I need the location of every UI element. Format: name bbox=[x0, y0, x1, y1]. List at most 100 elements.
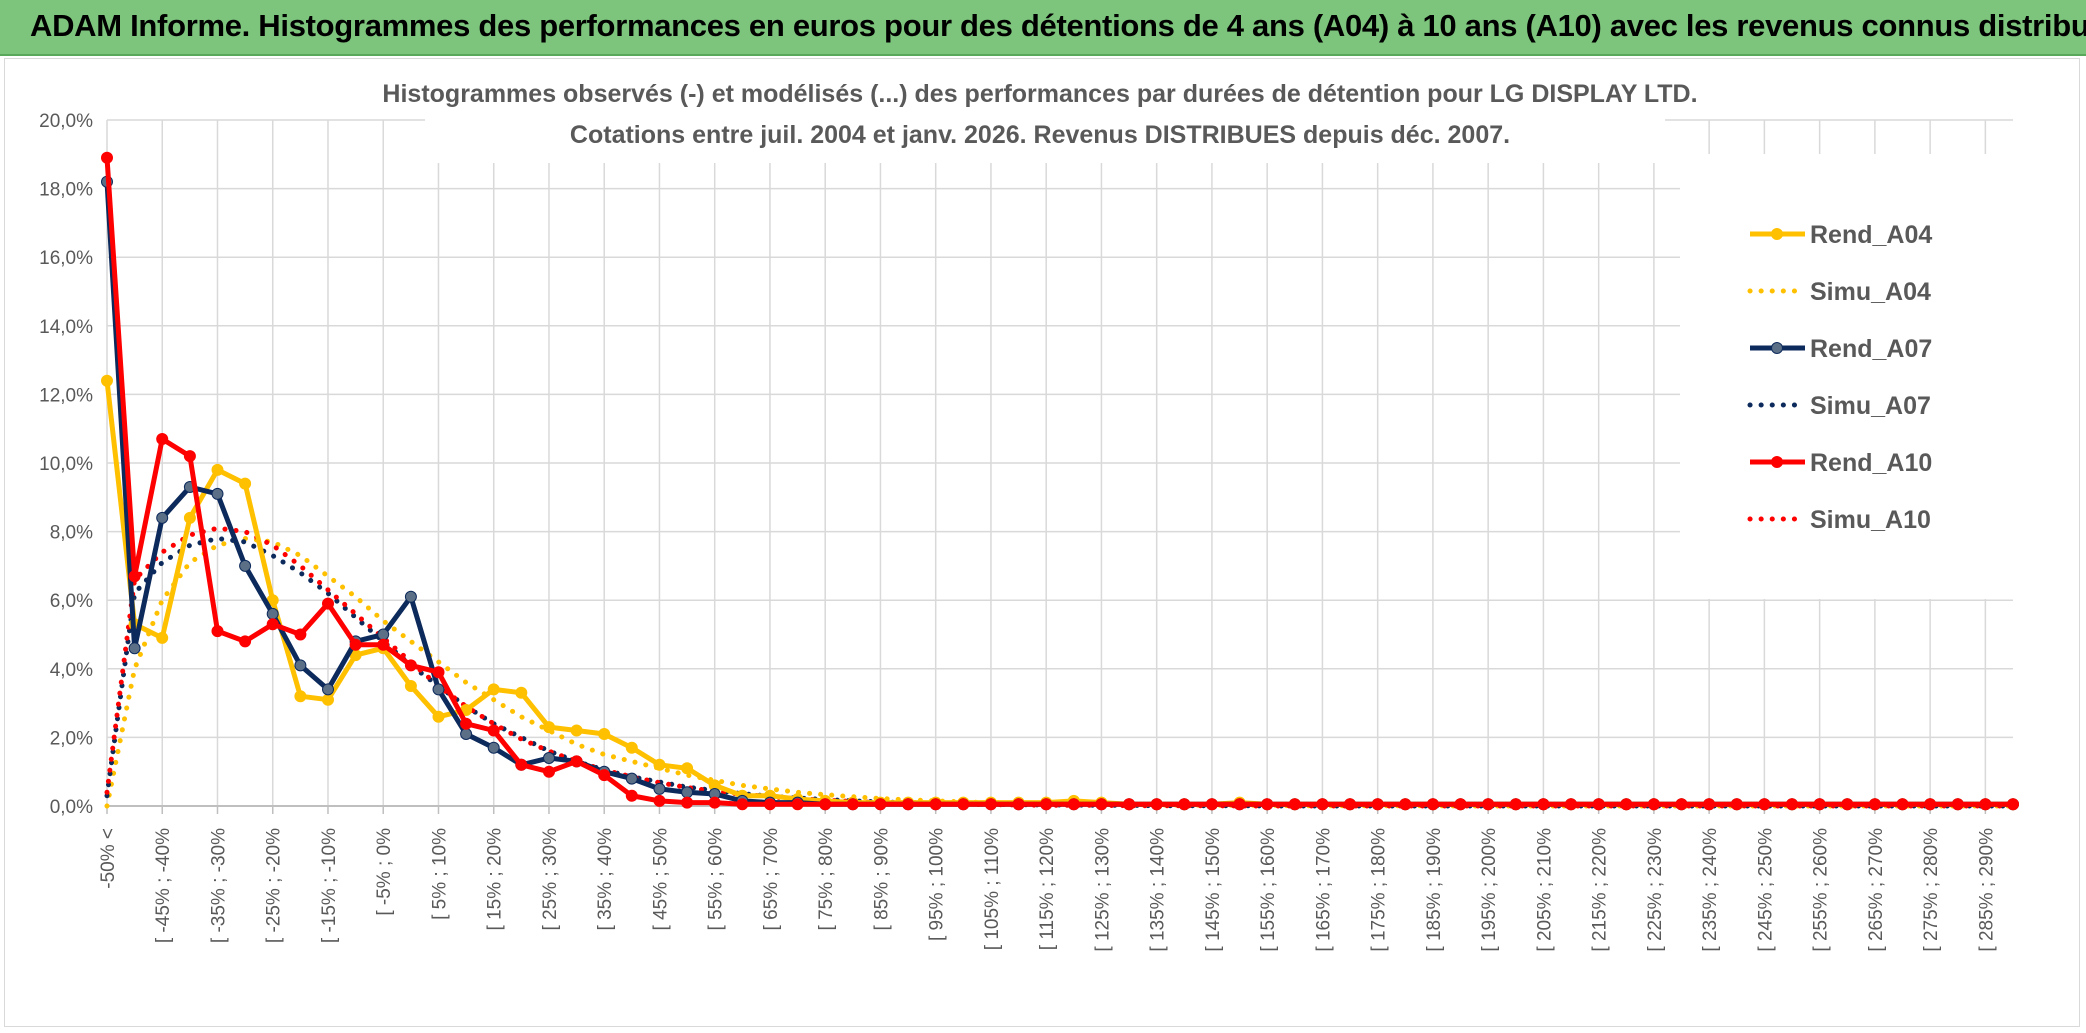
gridlines bbox=[106, 119, 2013, 807]
x-tick-label: [ -45% ; -40% bbox=[153, 828, 174, 943]
data-point bbox=[1592, 798, 1605, 811]
legend-label: Simu_A10 bbox=[1810, 506, 1931, 534]
data-point bbox=[570, 724, 583, 737]
x-tick-label: [ 225% ; 230% bbox=[1645, 828, 1666, 952]
data-point bbox=[1868, 798, 1881, 811]
data-point bbox=[183, 450, 196, 463]
x-tick-label: [ 55% ; 60% bbox=[706, 828, 727, 931]
chart-area: 0,0% 2,0% 4,0% 6,0% 8,0% 10,0% 12,0% 14,0% 16,0%… bbox=[4, 58, 2080, 1027]
legend-marker bbox=[1771, 456, 1783, 468]
y-tick-label: 18,0% bbox=[39, 180, 93, 201]
x-tick-label: [ 175% ; 180% bbox=[1369, 828, 1390, 952]
data-point bbox=[1786, 798, 1798, 811]
data-point bbox=[1454, 798, 1467, 811]
x-tick-label: [ 165% ; 170% bbox=[1313, 828, 1334, 952]
data-point bbox=[874, 798, 887, 811]
data-point bbox=[543, 721, 555, 734]
report-title: ADAM Informe. Histogrammes des performan… bbox=[30, 8, 2086, 43]
data-point bbox=[322, 693, 334, 706]
x-tick-label: [ 235% ; 240% bbox=[1700, 828, 1721, 952]
data-point bbox=[1233, 798, 1246, 811]
data-point bbox=[736, 798, 749, 811]
data-point bbox=[625, 772, 638, 785]
y-tick-label: 16,0% bbox=[39, 248, 93, 269]
y-tick-label: 4,0% bbox=[50, 660, 93, 681]
x-tick-label: [ 255% ; 260% bbox=[1811, 828, 1832, 952]
x-tick-label: [ 45% ; 50% bbox=[650, 828, 671, 931]
data-point bbox=[266, 618, 279, 631]
data-point bbox=[846, 798, 859, 811]
data-point bbox=[156, 433, 169, 445]
data-point bbox=[929, 798, 942, 811]
x-tick-label: [ 115% ; 120% bbox=[1037, 828, 1058, 950]
data-point bbox=[764, 798, 776, 811]
series-line-rend-a10 bbox=[104, 157, 2013, 807]
data-point bbox=[460, 728, 473, 740]
x-tick-label: [ 65% ; 70% bbox=[761, 828, 782, 931]
data-point bbox=[1371, 798, 1384, 811]
x-tick-label: [ 285% ; 290% bbox=[1976, 828, 1997, 952]
series-rend-a10 bbox=[101, 151, 2019, 811]
data-point bbox=[1675, 798, 1688, 811]
data-point bbox=[432, 710, 445, 723]
data-point bbox=[598, 728, 611, 740]
data-point bbox=[1896, 798, 1909, 811]
data-point bbox=[183, 511, 196, 524]
data-point bbox=[653, 782, 666, 795]
data-point bbox=[2007, 798, 2019, 811]
data-point bbox=[681, 762, 694, 775]
legend-label: Rend_A07 bbox=[1810, 335, 1932, 363]
data-point bbox=[1924, 798, 1937, 811]
x-tick-label: [ 85% ; 90% bbox=[871, 828, 892, 931]
data-point bbox=[322, 597, 334, 610]
data-point bbox=[211, 487, 224, 500]
data-point bbox=[1509, 798, 1522, 811]
legend-item-simu-a07: Simu_A07 bbox=[1747, 392, 1931, 420]
data-point bbox=[681, 796, 694, 809]
data-point bbox=[377, 628, 390, 641]
data-point bbox=[1951, 798, 1964, 811]
data-point bbox=[128, 570, 141, 583]
data-point bbox=[1730, 798, 1743, 811]
x-tick-label: [ 195% ; 200% bbox=[1479, 828, 1500, 952]
data-point bbox=[487, 683, 500, 696]
legend-marker bbox=[1771, 228, 1783, 240]
x-axis: -50% < [ -45% ; -40% [ -35% ; -30% [ -25% ;… bbox=[98, 805, 2013, 952]
data-point bbox=[128, 642, 141, 655]
series-group bbox=[101, 151, 2019, 811]
data-point bbox=[1150, 798, 1163, 811]
data-point bbox=[404, 680, 417, 692]
data-point bbox=[1123, 798, 1136, 811]
data-point bbox=[1482, 798, 1495, 811]
y-tick-label: 6,0% bbox=[50, 591, 93, 612]
data-point bbox=[487, 741, 500, 754]
data-point bbox=[1316, 798, 1329, 811]
data-point bbox=[1841, 798, 1854, 811]
data-point bbox=[1205, 798, 1218, 811]
x-tick-label: [ -35% ; -30% bbox=[208, 828, 229, 943]
x-tick-label: [ -15% ; -10% bbox=[319, 828, 340, 943]
x-tick-label: [ 105% ; 110% bbox=[982, 828, 1003, 950]
data-point bbox=[543, 765, 555, 778]
data-point bbox=[432, 666, 445, 679]
data-point bbox=[570, 755, 583, 768]
data-point bbox=[460, 717, 473, 730]
y-tick-label: 0,0% bbox=[50, 797, 93, 818]
x-tick-label: [ 35% ; 40% bbox=[595, 828, 616, 931]
x-tick-label: [ 275% ; 280% bbox=[1921, 828, 1942, 952]
data-point bbox=[1758, 798, 1771, 811]
data-point bbox=[543, 752, 555, 764]
legend-item-rend-a10: Rend_A10 bbox=[1750, 449, 1932, 477]
data-point bbox=[211, 463, 224, 476]
data-point bbox=[404, 659, 417, 672]
x-tick-label: [ 205% ; 210% bbox=[1534, 828, 1555, 952]
data-point bbox=[653, 758, 666, 771]
data-point bbox=[1813, 798, 1826, 811]
data-point bbox=[1095, 798, 1108, 811]
data-point bbox=[1040, 798, 1053, 811]
y-axis: 0,0% 2,0% 4,0% 6,0% 8,0% 10,0% 12,0% 14,0% 16,0%… bbox=[39, 111, 93, 818]
data-point bbox=[1261, 798, 1274, 811]
legend-label: Rend_A04 bbox=[1810, 221, 1932, 249]
data-point bbox=[1620, 798, 1633, 811]
data-point bbox=[791, 798, 804, 811]
